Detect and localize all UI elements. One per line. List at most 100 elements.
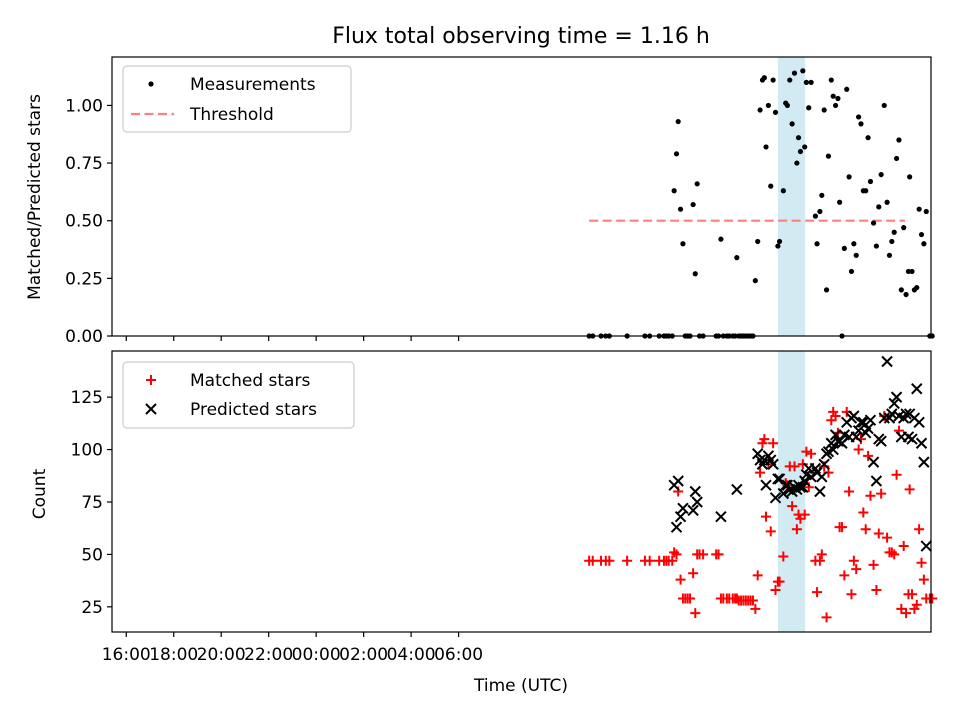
measurement-point [814,241,820,247]
predicted-star-point [777,487,790,500]
matched-star-point [816,549,827,560]
predicted-star-point [864,414,877,426]
matched-star-point [685,593,696,604]
matched-star-point [671,549,682,560]
measurement-point [891,229,897,235]
top-y-tick-label: 0.75 [65,154,103,174]
measurement-point [770,77,776,83]
predicted-star-point [862,422,874,435]
matched-star-point [814,555,825,566]
matched-star-point [778,551,789,562]
bottom-y-tick-label: 125 [71,388,103,408]
measurement-point [761,75,767,81]
measurement-point [841,245,847,251]
measurement-point [884,199,890,205]
predicted-star-point [767,458,779,470]
measurement-point [765,102,771,109]
predicted-star-point [674,510,687,523]
measurement-point [802,144,808,150]
measurement-point [918,231,925,238]
matched-star-point [821,612,832,623]
matched-star-point [830,411,841,422]
top-y-axis-label: Matched/Predicted stars [25,94,45,300]
measurement-point [823,287,830,293]
measurement-point [752,278,758,284]
predicted-star-point [794,481,807,494]
top-x-ticks [125,336,460,341]
matched-star-point [863,450,874,461]
matched-star-point [770,585,781,596]
measurement-point [817,208,823,215]
predicted-star-point [913,416,925,429]
predicted-star-point [857,416,870,429]
bottom-y-ticks: 25 50 75 100 125 [71,388,112,618]
measurement-point [718,236,724,242]
top-axes-frame [111,56,932,337]
top-legend-box [122,65,352,133]
bottom-x-tick-label: 02:00 [339,645,388,665]
matched-star-point [918,574,929,585]
measurement-point [795,135,802,141]
predicted-star-point [689,485,701,498]
bottom-y-tick-label: 75 [81,493,103,513]
predicted-star-point [920,540,932,552]
bottom-y-tick-label: 25 [81,598,103,618]
predicted-star-point [677,502,689,514]
measurement-point [878,171,884,178]
measurement-point [789,121,795,127]
measurement-point [803,79,809,85]
measurement-point [835,95,841,102]
matched-star-point [848,555,859,566]
matched-star-point [911,599,922,610]
bottom-x-tick-label: 04:00 [387,645,436,665]
measurement-point [896,137,902,143]
bottom-y-tick-label: 50 [81,545,103,565]
matched-star-point [644,555,655,566]
matched-star-point [761,511,772,522]
legend-measurements-marker [148,81,154,87]
measurement-point [853,252,859,258]
measurement-point [694,181,700,187]
measurement-point [825,153,832,159]
measurement-point [889,238,895,245]
measurement-point [848,268,855,275]
predicted-star-point [760,479,772,491]
predicted-star-point [731,483,743,496]
matched-star-point [891,469,902,480]
predicted-star-point [915,437,928,449]
predicted-star-point [911,383,923,395]
measurement-point [680,241,686,247]
measurement-point [865,135,871,141]
measurement-point [881,102,887,109]
matched-star-point [839,570,850,581]
bottom-x-tick-label: 06:00 [434,645,483,665]
measurement-point [886,252,893,258]
legend-predicted-label: Predicted stars [190,400,317,420]
measurement-point [901,225,907,231]
predicted-star-point [814,485,826,498]
bottom-legend: Matched stars Predicted stars [122,361,355,429]
bottom-x-tick-label: 00:00 [292,645,341,665]
matched-star-point [765,526,776,537]
legend-matched-marker [146,375,156,385]
measurement-point [776,238,783,245]
matched-star-point [622,555,633,566]
measurement-point [821,107,827,113]
matched-star-point [806,448,817,459]
predicted-star-point [805,471,817,483]
bottom-x-tick-label: 20:00 [197,645,246,665]
predicted-star-point [825,437,838,449]
bottom-axes-frame [111,350,932,633]
predicted-star-point [906,433,918,445]
matched-star-point [853,444,864,455]
matched-star-point [865,490,876,501]
matched-star-point [889,549,900,560]
predicted-star-point [881,355,893,368]
matched-star-point [844,486,855,497]
predicted-star-point [888,397,900,410]
measurement-point [870,220,877,226]
predicted-star-point [900,408,912,420]
matched-star-point [747,595,758,606]
matched-star-point [675,574,686,585]
